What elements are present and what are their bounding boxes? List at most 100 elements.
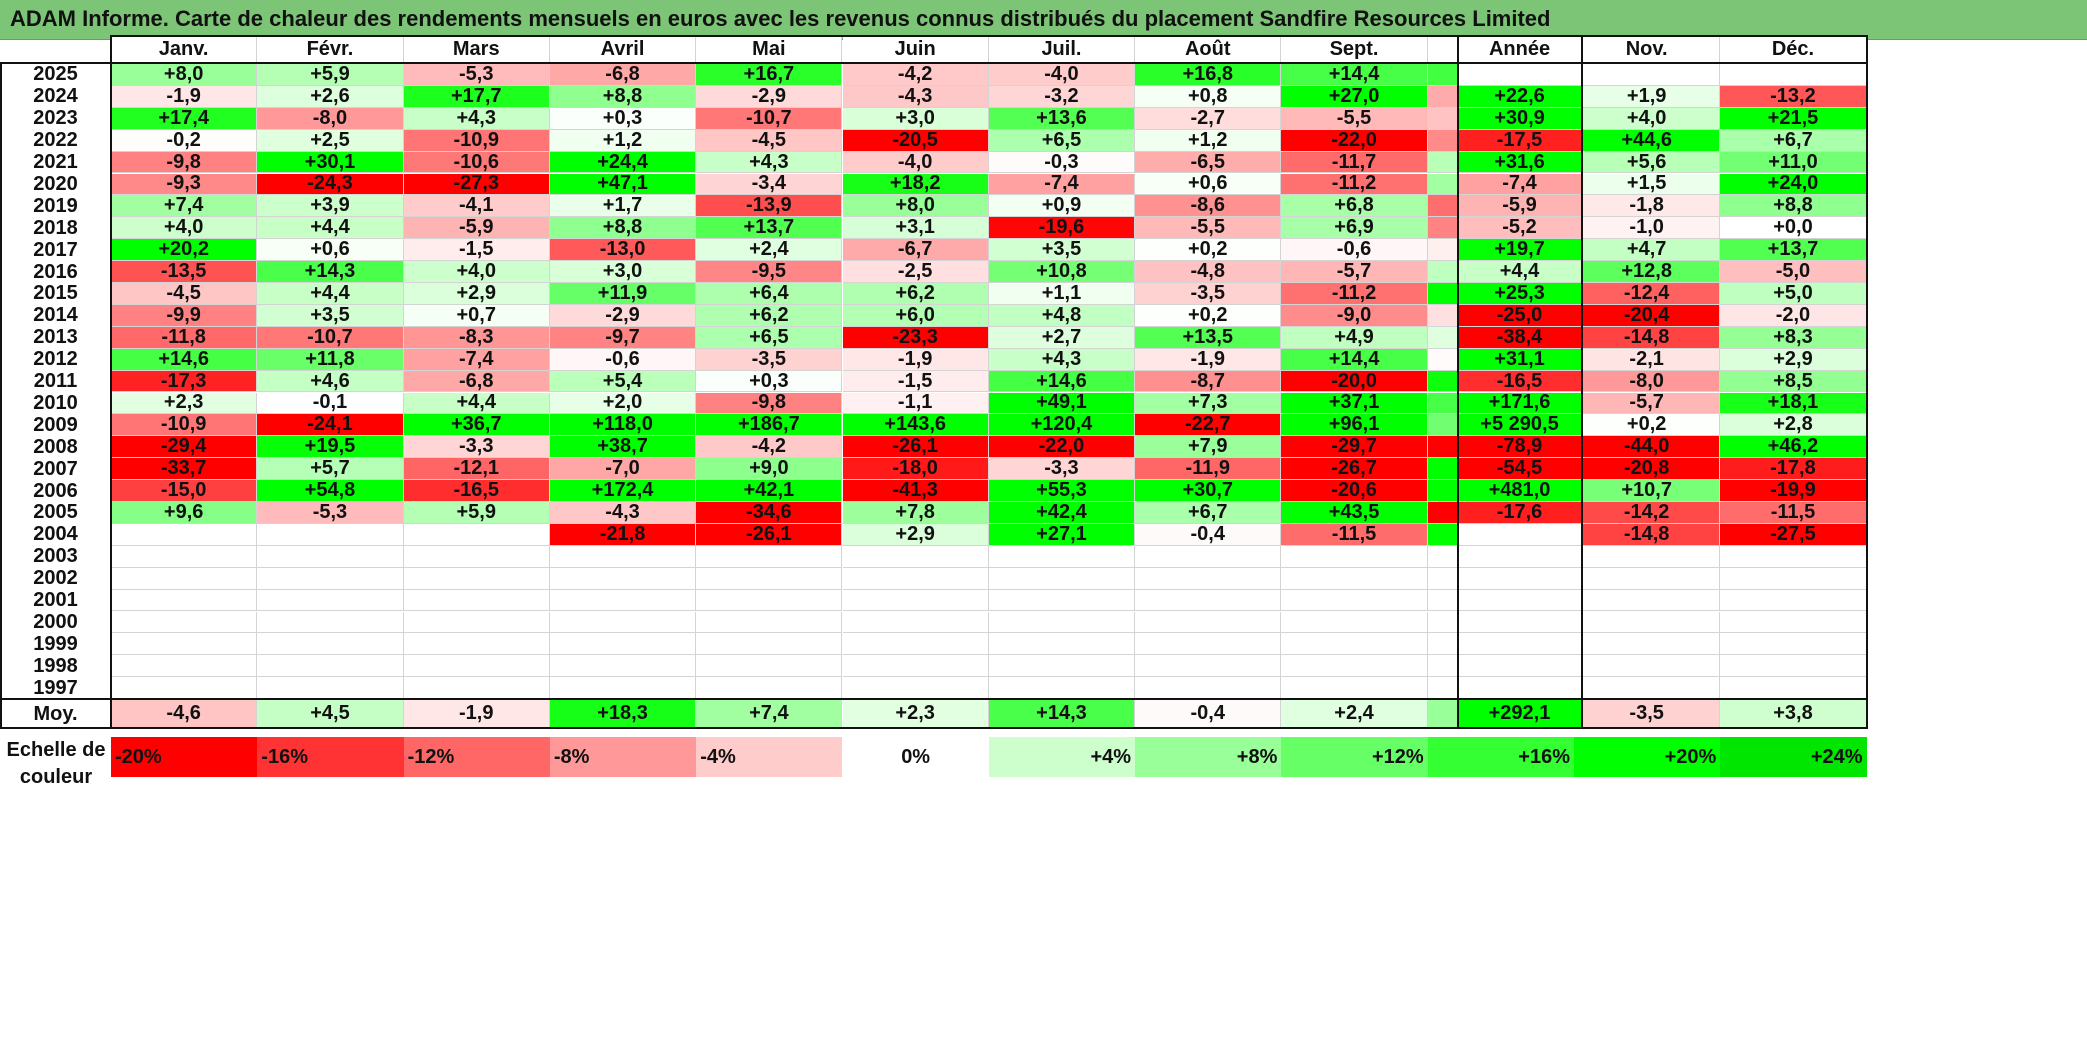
heatmap-cell	[403, 677, 550, 700]
heatmap-cell: +24,0	[1720, 172, 1867, 196]
heatmap-cell: +37,1	[1281, 391, 1428, 415]
heatmap-cell: +30,7	[1135, 479, 1282, 502]
annual-cell: +4,4	[1458, 260, 1582, 283]
annual-cell	[1458, 633, 1582, 656]
heatmap-cell: -19,6	[988, 216, 1136, 240]
heatmap-cell	[257, 677, 404, 700]
heatmap-cell	[1135, 567, 1282, 590]
heatmap-cell: +4,7	[1574, 238, 1721, 262]
heatmap-cell	[403, 589, 550, 612]
heatmap-cell: -3,5	[1135, 282, 1282, 305]
heatmap-cell	[842, 589, 989, 612]
heatmap-cell	[549, 545, 697, 568]
heatmap-cell: -9,5	[696, 260, 843, 283]
color-scale-step: +8%	[1135, 737, 1282, 777]
heatmap-cell: +47,1	[549, 172, 697, 196]
heatmap-cell: +2,3	[111, 391, 258, 415]
heatmap-cell	[1574, 677, 1721, 700]
average-cell: +18,3	[549, 700, 697, 728]
year-label: 2003	[33, 545, 78, 568]
heatmap-cell	[1135, 677, 1282, 700]
heatmap-cell	[1720, 545, 1867, 568]
heatmap-cell: -22,0	[988, 435, 1136, 459]
heatmap-cell: +46,2	[1720, 435, 1867, 459]
annual-cell	[1458, 655, 1582, 678]
heatmap-cell: +17,4	[111, 107, 258, 130]
heatmap-cell	[1720, 611, 1867, 634]
heatmap-cell: +2,9	[842, 523, 989, 546]
year-label: 2008	[33, 435, 78, 458]
heatmap-cell: -10,6	[403, 151, 550, 174]
heatmap-cell	[1574, 567, 1721, 590]
heatmap-cell: +4,4	[257, 216, 404, 240]
heatmap-cell: -2,1	[1574, 348, 1721, 371]
heatmap-cell: +42,1	[696, 479, 843, 502]
heatmap-cell: -29,4	[111, 435, 258, 459]
heatmap-cell: +20,2	[111, 238, 258, 262]
heatmap-cell: +21,5	[1720, 107, 1867, 130]
year-label: 2006	[33, 479, 78, 502]
chart-title: ADAM Informe. Carte de chaleur des rende…	[10, 6, 1551, 31]
heatmap-cell: +6,8	[1281, 194, 1428, 218]
heatmap-cell: +16,7	[696, 63, 843, 86]
heatmap-cell	[988, 589, 1136, 612]
heatmap-cell: +8,0	[111, 63, 258, 86]
color-scale-step: -16%	[257, 737, 404, 777]
heatmap-cell: -5,5	[1135, 216, 1282, 240]
annual-cell: -38,4	[1458, 326, 1582, 349]
heatmap-cell: +4,3	[696, 151, 843, 174]
color-scale-step: +24%	[1720, 737, 1867, 777]
year-label: 1997	[33, 676, 78, 699]
average-cell: -1,9	[403, 700, 550, 728]
average-cell: -3,5	[1574, 700, 1721, 728]
heatmap-cell	[403, 523, 550, 546]
month-header: Sept.	[1281, 36, 1428, 64]
average-cell: +7,4	[696, 700, 843, 728]
heatmap-cell: -2,0	[1720, 304, 1867, 327]
heatmap-cell: -4,2	[842, 63, 989, 86]
color-scale-step: -12%	[403, 737, 550, 777]
heatmap-cell: +3,0	[549, 260, 697, 283]
heatmap-cell: -11,5	[1720, 501, 1867, 524]
heatmap-cell: -1,1	[842, 391, 989, 415]
heatmap-cell: -4,1	[403, 194, 550, 218]
heatmap-cell	[549, 655, 697, 678]
heatmap-cell: -18,0	[842, 457, 989, 481]
heatmap-cell: +38,7	[549, 435, 697, 459]
heatmap-cell: +1,2	[1135, 129, 1282, 152]
heatmap-cell: -6,8	[549, 63, 697, 86]
year-label: 2023	[33, 107, 78, 130]
annual-cell	[1458, 611, 1582, 634]
header-divider-annual	[1458, 62, 1582, 64]
heatmap-cell: -5,3	[257, 501, 404, 524]
heatmap-cell: -0,6	[1281, 238, 1428, 262]
heatmap-cell	[1574, 545, 1721, 568]
annual-cell: -7,4	[1458, 172, 1582, 196]
heatmap-cell: -0,1	[257, 391, 404, 415]
annual-cell: -25,0	[1458, 304, 1582, 327]
heatmap-cell: +3,1	[842, 216, 989, 240]
color-scale-step: -8%	[549, 737, 697, 777]
heatmap-cell: +1,9	[1574, 85, 1721, 108]
heatmap-cell: +14,4	[1281, 63, 1428, 86]
average-cell: +14,3	[988, 700, 1136, 728]
heatmap-cell: -14,8	[1574, 326, 1721, 349]
heatmap-cell	[1281, 655, 1428, 678]
month-header: Juin	[842, 36, 989, 64]
heatmap-cell: +0,2	[1574, 413, 1721, 437]
heatmap-cell: -11,8	[111, 326, 258, 349]
year-label: 2017	[33, 238, 78, 261]
heatmap-cell	[1135, 655, 1282, 678]
heatmap-cell: +30,1	[257, 151, 404, 174]
heatmap-cell: -4,0	[842, 151, 989, 174]
heatmap-cell: +27,0	[1281, 85, 1428, 108]
year-label: 2021	[33, 151, 78, 174]
heatmap-cell: -13,0	[549, 238, 697, 262]
year-label: 2009	[33, 413, 78, 436]
year-label: 2011	[33, 370, 78, 393]
month-header: Déc.	[1720, 36, 1867, 64]
heatmap-cell: -11,2	[1281, 282, 1428, 305]
heatmap-cell	[1281, 589, 1428, 612]
heatmap-cell	[403, 611, 550, 634]
heatmap-cell: +55,3	[988, 479, 1136, 502]
